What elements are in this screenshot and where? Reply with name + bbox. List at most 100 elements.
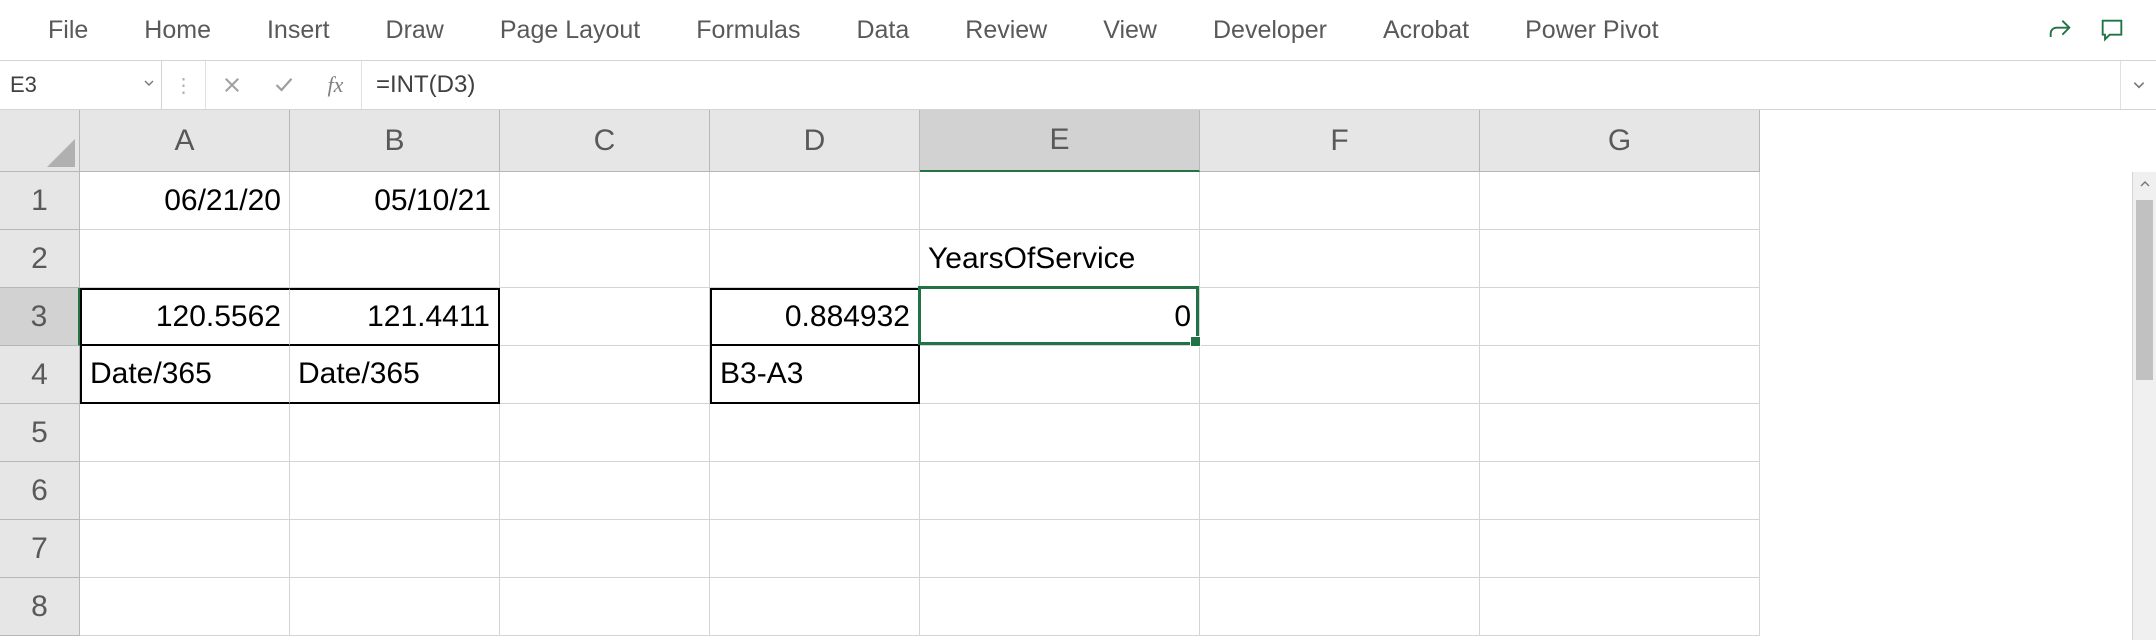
cell-A5[interactable] (80, 404, 290, 462)
row-header-7[interactable]: 7 (0, 520, 80, 578)
cell-D5[interactable] (710, 404, 920, 462)
vertical-scrollbar[interactable] (2132, 172, 2156, 640)
insert-function-button[interactable]: fx (310, 61, 362, 109)
enter-formula-button[interactable] (258, 61, 310, 109)
cell-B3[interactable]: 121.4411 (290, 288, 500, 346)
column-header-A[interactable]: A (80, 110, 290, 172)
column-header-D[interactable]: D (710, 110, 920, 172)
column-header-G[interactable]: G (1480, 110, 1760, 172)
cell-E7[interactable] (920, 520, 1200, 578)
ribbon-tab-acrobat[interactable]: Acrobat (1355, 0, 1497, 60)
cell-G8[interactable] (1480, 578, 1760, 636)
name-box[interactable] (0, 61, 162, 109)
expand-formula-bar-button[interactable] (2120, 61, 2156, 109)
cell-B8[interactable] (290, 578, 500, 636)
row-header-8[interactable]: 8 (0, 578, 80, 636)
ribbon-tab-formulas[interactable]: Formulas (668, 0, 828, 60)
cell-G5[interactable] (1480, 404, 1760, 462)
cell-D1[interactable] (710, 172, 920, 230)
select-all-corner[interactable] (0, 110, 80, 172)
row-header-2[interactable]: 2 (0, 230, 80, 288)
cell-E2[interactable]: YearsOfService (920, 230, 1200, 288)
ribbon-tab-page-layout[interactable]: Page Layout (472, 0, 668, 60)
cell-F6[interactable] (1200, 462, 1480, 520)
formula-bar-options[interactable]: ⋮ (162, 61, 206, 109)
row-header-6[interactable]: 6 (0, 462, 80, 520)
cell-E8[interactable] (920, 578, 1200, 636)
row-header-4[interactable]: 4 (0, 346, 80, 404)
cell-A3[interactable]: 120.5562 (80, 288, 290, 346)
cell-B2[interactable] (290, 230, 500, 288)
cell-A6[interactable] (80, 462, 290, 520)
cell-G2[interactable] (1480, 230, 1760, 288)
cell-E5[interactable] (920, 404, 1200, 462)
cell-F7[interactable] (1200, 520, 1480, 578)
cell-G6[interactable] (1480, 462, 1760, 520)
cell-B7[interactable] (290, 520, 500, 578)
row-header-1[interactable]: 1 (0, 172, 80, 230)
scrollbar-thumb[interactable] (2136, 200, 2153, 380)
row-header-5[interactable]: 5 (0, 404, 80, 462)
cell-C8[interactable] (500, 578, 710, 636)
cell-D6[interactable] (710, 462, 920, 520)
ribbon-tab-developer[interactable]: Developer (1185, 0, 1355, 60)
cell-C6[interactable] (500, 462, 710, 520)
cell-B5[interactable] (290, 404, 500, 462)
cell-F4[interactable] (1200, 346, 1480, 404)
cell-F2[interactable] (1200, 230, 1480, 288)
cell-C4[interactable] (500, 346, 710, 404)
cell-B1[interactable]: 05/10/21 (290, 172, 500, 230)
cell-C1[interactable] (500, 172, 710, 230)
formula-input[interactable] (362, 61, 2120, 109)
ribbon-tab-power-pivot[interactable]: Power Pivot (1497, 0, 1686, 60)
column-header-F[interactable]: F (1200, 110, 1480, 172)
ribbon-tab-file[interactable]: File (20, 0, 116, 60)
ribbon-tab-insert[interactable]: Insert (239, 0, 358, 60)
cell-E6[interactable] (920, 462, 1200, 520)
cell-G4[interactable] (1480, 346, 1760, 404)
scroll-up-icon[interactable] (2133, 172, 2156, 196)
cell-G1[interactable] (1480, 172, 1760, 230)
cell-D2[interactable] (710, 230, 920, 288)
cell-D7[interactable] (710, 520, 920, 578)
cancel-formula-button[interactable] (206, 61, 258, 109)
column-header-E[interactable]: E (920, 110, 1200, 172)
cell-D3[interactable]: 0.884932 (710, 288, 920, 346)
cell-E1[interactable] (920, 172, 1200, 230)
cell-F3[interactable] (1200, 288, 1480, 346)
cell-C5[interactable] (500, 404, 710, 462)
cell-A1[interactable]: 06/21/20 (80, 172, 290, 230)
cell-D4[interactable]: B3-A3 (710, 346, 920, 404)
share-icon[interactable] (2036, 6, 2084, 54)
cell-E4[interactable] (920, 346, 1200, 404)
ribbon-tab-draw[interactable]: Draw (358, 0, 472, 60)
cells-area[interactable]: 06/21/2005/10/21 YearsOfService 120.556212… (80, 172, 1760, 636)
ribbon-tabs: File Home Insert Draw Page Layout Formul… (0, 0, 2156, 60)
name-box-input[interactable] (0, 61, 161, 109)
comments-icon[interactable] (2088, 6, 2136, 54)
cell-C3[interactable] (500, 288, 710, 346)
cell-A4[interactable]: Date/365 (80, 346, 290, 404)
column-header-B[interactable]: B (290, 110, 500, 172)
row-header-3[interactable]: 3 (0, 288, 80, 346)
cell-B4[interactable]: Date/365 (290, 346, 500, 404)
cell-F8[interactable] (1200, 578, 1480, 636)
cell-A7[interactable] (80, 520, 290, 578)
cell-F1[interactable] (1200, 172, 1480, 230)
cell-C7[interactable] (500, 520, 710, 578)
cell-A8[interactable] (80, 578, 290, 636)
cell-D8[interactable] (710, 578, 920, 636)
ribbon-tab-data[interactable]: Data (828, 0, 937, 60)
ribbon-tab-review[interactable]: Review (937, 0, 1075, 60)
cell-C2[interactable] (500, 230, 710, 288)
cell-E3[interactable]: 0 (920, 288, 1200, 346)
cell-F5[interactable] (1200, 404, 1480, 462)
cell-B6[interactable] (290, 462, 500, 520)
ribbon-tab-view[interactable]: View (1075, 0, 1185, 60)
column-header-C[interactable]: C (500, 110, 710, 172)
ribbon-tab-home[interactable]: Home (116, 0, 239, 60)
cell-G3[interactable] (1480, 288, 1760, 346)
cell-G7[interactable] (1480, 520, 1760, 578)
spreadsheet-grid: 12345678 ABCDEFG 06/21/2005/10/21 YearsOf… (0, 110, 2156, 640)
cell-A2[interactable] (80, 230, 290, 288)
